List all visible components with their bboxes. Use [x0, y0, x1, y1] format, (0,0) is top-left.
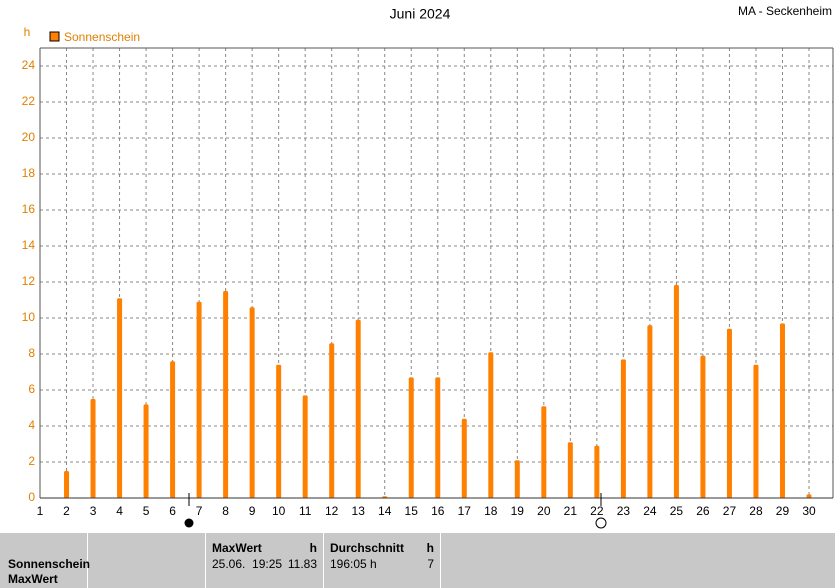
y-axis-unit: h [24, 25, 31, 39]
x-tick-label: 14 [378, 504, 392, 518]
legend-label: Sonnenschein [64, 30, 140, 44]
summary-table: Sonnenschein MaxWert MaxWert h 25.06. 19… [0, 533, 835, 588]
chart-title: Juni 2024 [390, 6, 451, 22]
y-tick-label: 14 [22, 238, 36, 252]
chart: Juni 2024 MA - Seckenheim h Sonnenschein… [22, 4, 834, 529]
y-tick-label: 10 [22, 310, 36, 324]
maxwert-cell: MaxWert h 25.06. 19:25 11.83 [206, 533, 324, 588]
bar [620, 359, 626, 498]
bar [329, 343, 335, 498]
x-tick-label: 2 [63, 504, 70, 518]
x-tick-label: 29 [776, 504, 790, 518]
y-tick-label: 20 [22, 130, 36, 144]
bar [64, 471, 70, 498]
x-tick-label: 13 [352, 504, 366, 518]
x-tick-label: 19 [511, 504, 525, 518]
bar [276, 364, 282, 498]
bar [488, 352, 494, 498]
bar [673, 285, 679, 498]
y-tick-label: 24 [22, 58, 36, 72]
bar [514, 460, 520, 498]
row-label: Sonnenschein [8, 557, 91, 571]
row-label-cell: Sonnenschein MaxWert [0, 533, 91, 588]
row-label: MaxWert [8, 572, 58, 586]
bar [753, 364, 759, 498]
bar [779, 323, 785, 498]
x-tick-label: 8 [222, 504, 229, 518]
cell-text: 25.06. 19:25 [212, 557, 283, 571]
average-cell: Durchschnitt h 196:05 h 7 [324, 533, 441, 588]
y-tick-label: 18 [22, 166, 36, 180]
bar [461, 418, 467, 498]
x-tick-label: 9 [249, 504, 256, 518]
bar [647, 325, 653, 498]
column-header: Durchschnitt [330, 541, 405, 555]
bar [223, 291, 229, 498]
bar [117, 298, 123, 498]
x-tick-label: 17 [458, 504, 472, 518]
x-tick-label: 24 [643, 504, 657, 518]
bar [170, 361, 176, 498]
bar [249, 307, 255, 498]
full-moon-icon [595, 517, 607, 529]
x-tick-label: 18 [484, 504, 498, 518]
x-tick-label: 27 [723, 504, 737, 518]
bar [541, 406, 547, 498]
y-tick-label: 8 [28, 346, 35, 360]
x-tick-label: 5 [143, 504, 150, 518]
column-header: MaxWert [212, 541, 262, 555]
x-tick-label: 10 [272, 504, 286, 518]
x-tick-label: 26 [696, 504, 710, 518]
bar [355, 319, 361, 498]
x-tick-label: 23 [617, 504, 631, 518]
x-tick-label: 22 [590, 504, 604, 518]
cell-text: 11.83 [287, 557, 317, 571]
x-tick-label: 3 [90, 504, 97, 518]
x-tick-label: 16 [431, 504, 445, 518]
x-tick-label: 20 [537, 504, 551, 518]
y-tick-label: 4 [28, 418, 35, 432]
bar [90, 399, 96, 498]
bar [408, 377, 414, 498]
x-tick-label: 6 [169, 504, 176, 518]
bar [700, 355, 706, 498]
y-tick-label: 22 [22, 94, 36, 108]
x-tick-label: 28 [749, 504, 763, 518]
bar [302, 395, 308, 498]
x-tick-label: 11 [299, 504, 312, 518]
column-unit: h [309, 541, 317, 555]
bar [435, 377, 441, 498]
x-tick-label: 25 [670, 504, 684, 518]
station-label: MA - Seckenheim [738, 4, 832, 18]
x-tick-label: 1 [37, 504, 44, 518]
x-tick-label: 30 [802, 504, 816, 518]
legend-swatch [49, 31, 60, 42]
bar [567, 442, 573, 498]
x-tick-label: 4 [116, 504, 123, 518]
y-tick-label: 0 [28, 490, 35, 504]
column-unit: h [426, 541, 434, 555]
bars [64, 285, 812, 498]
y-tick-label: 16 [22, 202, 36, 216]
x-tick-label: 15 [405, 504, 419, 518]
x-tick-label: 12 [325, 504, 339, 518]
y-tick-label: 12 [22, 274, 36, 288]
bar [196, 301, 202, 498]
cell-text: 7 [427, 557, 434, 571]
y-tick-label: 2 [28, 454, 35, 468]
cell-text: 196:05 h [330, 557, 377, 571]
x-tick-label: 7 [196, 504, 203, 518]
bar [726, 328, 732, 498]
new-moon-icon [184, 518, 194, 528]
x-tick-label: 21 [564, 504, 578, 518]
y-tick-label: 6 [28, 382, 35, 396]
bar [594, 445, 600, 498]
empty-cell [88, 533, 206, 588]
bar [806, 494, 812, 498]
bar [143, 404, 149, 498]
